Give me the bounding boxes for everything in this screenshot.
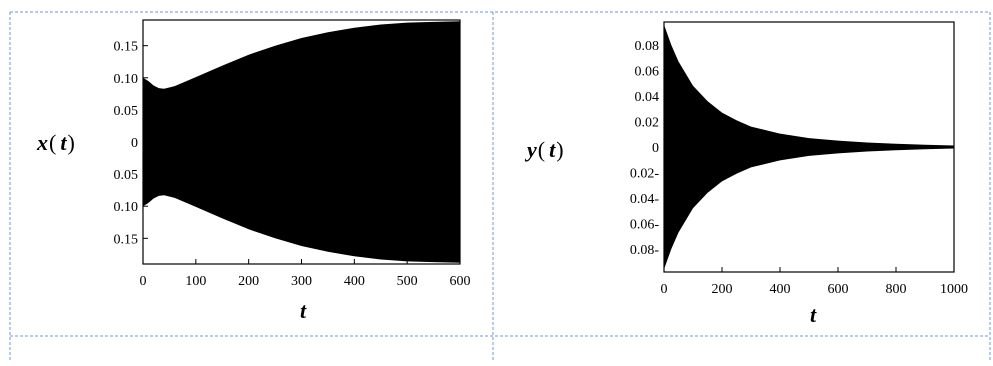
y-tick-label: 0.06 bbox=[635, 64, 660, 79]
y-ylabel: y(t) bbox=[524, 137, 564, 162]
x-tick-label: 1000 bbox=[940, 282, 968, 297]
y-tick-label: 0.05 bbox=[114, 168, 139, 183]
y-tick-label: 0.04 bbox=[635, 90, 660, 105]
x-tick-label: 400 bbox=[770, 282, 791, 297]
x-tick-label: 0 bbox=[661, 282, 668, 297]
x-tick-label: 600 bbox=[828, 282, 849, 297]
x-tick-label: 400 bbox=[344, 274, 365, 289]
y-axis-ticks: 0 200 400 600 800 1000 0.08 0.06 0.04 0.02 0 0.02- 0… bbox=[630, 39, 968, 297]
y-tick-label: 0.10 bbox=[114, 72, 139, 87]
x-tick-label: 600 bbox=[450, 274, 471, 289]
x-tick-label: 100 bbox=[185, 274, 206, 289]
y-ylabel-open: ( bbox=[538, 137, 545, 162]
y-xlabel: t bbox=[810, 302, 817, 327]
y-tick-label: 0.02 bbox=[635, 115, 660, 130]
y-ylabel-close: ) bbox=[556, 137, 563, 162]
x-xlabel: t bbox=[300, 298, 307, 323]
y-oscillation-band bbox=[664, 24, 954, 270]
x-oscillation-band bbox=[143, 21, 460, 263]
x-tick-label: 0 bbox=[140, 274, 147, 289]
x-tick-label: 200 bbox=[238, 274, 259, 289]
y-tick-label: 0.02- bbox=[630, 167, 660, 182]
x-tick-label: 300 bbox=[291, 274, 312, 289]
x-ylabel-open: ( bbox=[49, 130, 56, 155]
y-ylabel-var: y bbox=[524, 137, 537, 162]
y-tick-label: 0.08- bbox=[630, 243, 660, 258]
y-tick-label: 0.15 bbox=[114, 40, 139, 55]
y-tick-label: 0.15 bbox=[114, 232, 139, 247]
y-ylabel-arg: t bbox=[549, 137, 556, 162]
x-tick-label: 800 bbox=[886, 282, 907, 297]
y-tick-label: 0 bbox=[652, 141, 659, 156]
y-tick-label: 0.04- bbox=[630, 192, 660, 207]
x-ylabel-var: x bbox=[36, 130, 48, 155]
x-ylabel-close: ) bbox=[67, 130, 74, 155]
y-tick-label: 0.06- bbox=[630, 218, 660, 233]
y-tick-label: 0 bbox=[131, 136, 138, 151]
x-ylabel-arg: t bbox=[60, 130, 67, 155]
x-ylabel: x(t) bbox=[36, 130, 75, 155]
chart-x-of-t: 0 100 200 300 400 500 600 0.15 0.10 0.05 0 0.05 0.10… bbox=[36, 19, 471, 323]
x-tick-label: 500 bbox=[397, 274, 418, 289]
x-axis-ticks: 0 100 200 300 400 500 600 0.15 0.10 0.05 0 0.05 0.10… bbox=[114, 40, 471, 289]
x-tick-label: 200 bbox=[712, 282, 733, 297]
y-tick-label: 0.10 bbox=[114, 200, 139, 215]
y-tick-label: 0.05 bbox=[114, 104, 139, 119]
chart-y-of-t: 0 200 400 600 800 1000 0.08 0.06 0.04 0.02 0 0.02- 0… bbox=[524, 21, 968, 327]
y-tick-label: 0.08 bbox=[635, 39, 660, 54]
